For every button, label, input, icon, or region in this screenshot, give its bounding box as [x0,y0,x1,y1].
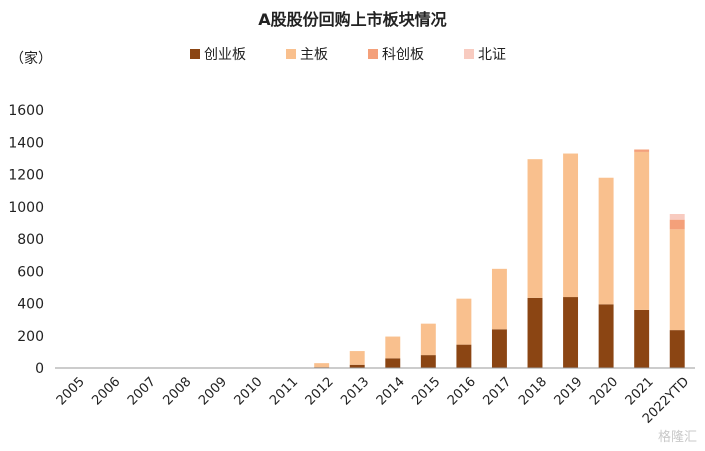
legend-swatch-kechuang [368,49,378,59]
y-axis-unit-label: （家） [10,51,52,67]
y-tick-label: 1400 [8,135,44,151]
y-tick-label: 0 [35,361,44,377]
bar-segment [527,297,543,368]
x-tick-label: 2013 [338,374,372,408]
legend-swatch-chuangye [190,49,200,59]
legend-swatch-beizheng [464,49,474,59]
x-tick-label: 2006 [89,374,123,408]
y-tick-label: 1600 [8,103,44,119]
bar-segment [598,304,614,368]
bar-segment [563,297,579,368]
x-tick-label: 2019 [552,374,586,408]
legend-item-kechuang: 科创板 [368,44,424,64]
x-tick-label: 2014 [374,374,408,408]
bar-segment [385,358,401,368]
legend-label-chuangye: 创业板 [204,47,246,63]
bar-segment [634,149,650,152]
x-tick-label: 2005 [54,374,88,408]
bar-segment [669,229,685,331]
bar-segment [456,298,472,345]
y-tick-label: 600 [17,264,44,280]
y-axis: 0 200 400 600 800 1000 1200 1400 1600 [8,103,44,377]
x-tick-label: 2011 [267,374,301,408]
y-tick-label: 1000 [8,200,44,216]
bar-stacks [314,149,685,368]
bar-segment [669,219,685,230]
x-tick-label: 2020 [587,374,621,408]
legend-item-beizheng: 北证 [464,44,506,64]
legend-label-zhuban: 主板 [300,47,328,63]
bar-segment [491,268,507,330]
bar-segment [349,351,365,365]
watermark-logo: 格隆汇 [657,430,697,445]
x-tick-label: 2007 [125,374,159,408]
bar-segment [385,336,401,359]
bar-segment [634,151,650,310]
bar-segment [563,153,579,298]
legend-label-beizheng: 北证 [478,47,506,63]
bar-segment [634,309,650,368]
x-tick-label: 2018 [516,374,550,408]
x-tick-label: 2009 [196,374,230,408]
y-tick-label: 800 [17,232,44,248]
bar-segment [349,364,365,368]
bar-segment [598,177,614,305]
x-tick-label: 2017 [480,374,514,408]
x-axis: 2005 2006 2007 2008 2009 2010 2011 2012 2013 2014… [54,374,692,426]
bar-segment [420,355,436,368]
legend-item-chuangye: 创业板 [190,44,246,64]
bar-segment [314,363,330,368]
legend-swatch-zhuban [286,49,296,59]
x-tick-label: 2010 [232,374,266,408]
bar-segment [527,159,543,298]
chart-legend: 创业板 主板 科创板 北证 [190,44,546,64]
y-tick-label: 200 [17,329,44,345]
bar-segment [491,329,507,368]
chart-title: A股股份回购上市板块情况 [258,10,447,29]
bar-segment [669,330,685,368]
y-tick-label: 400 [17,297,44,313]
bar-segment [669,214,685,220]
x-tick-label: 2012 [303,374,337,408]
bar-segment [456,344,472,368]
legend-label-kechuang: 科创板 [382,47,424,63]
x-tick-label: 2016 [445,374,479,408]
x-tick-label: 2008 [160,374,194,408]
legend-item-zhuban: 主板 [286,44,328,64]
bar-segment [420,323,436,356]
y-tick-label: 1200 [8,168,44,184]
x-tick-label: 2015 [409,374,443,408]
